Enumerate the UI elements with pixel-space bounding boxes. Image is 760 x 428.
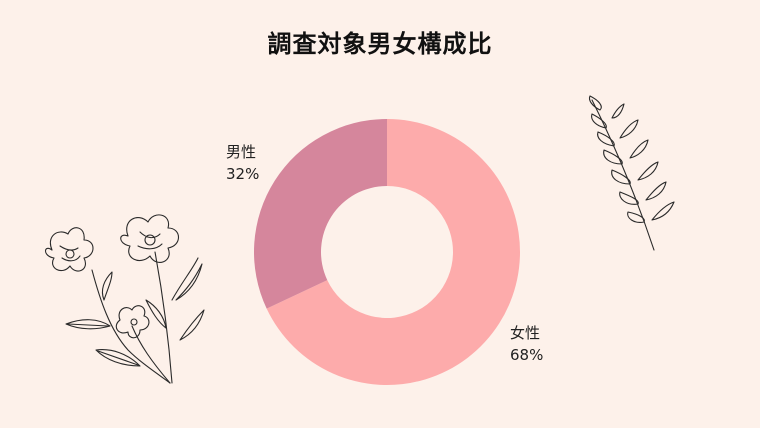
- slice-label-female: 女性 68%: [510, 322, 543, 366]
- slice-value-male: 32%: [226, 165, 260, 183]
- donut-slices: [253, 119, 521, 386]
- donut-slice-female: [266, 119, 521, 386]
- slice-name-male: 男性: [226, 143, 257, 161]
- slice-name-female: 女性: [510, 324, 541, 342]
- donut-slice-male: [253, 119, 387, 309]
- slice-label-male: 男性 32%: [226, 141, 259, 185]
- slice-value-female: 68%: [510, 346, 544, 364]
- chart-title: 調査対象男女構成比: [267, 30, 493, 58]
